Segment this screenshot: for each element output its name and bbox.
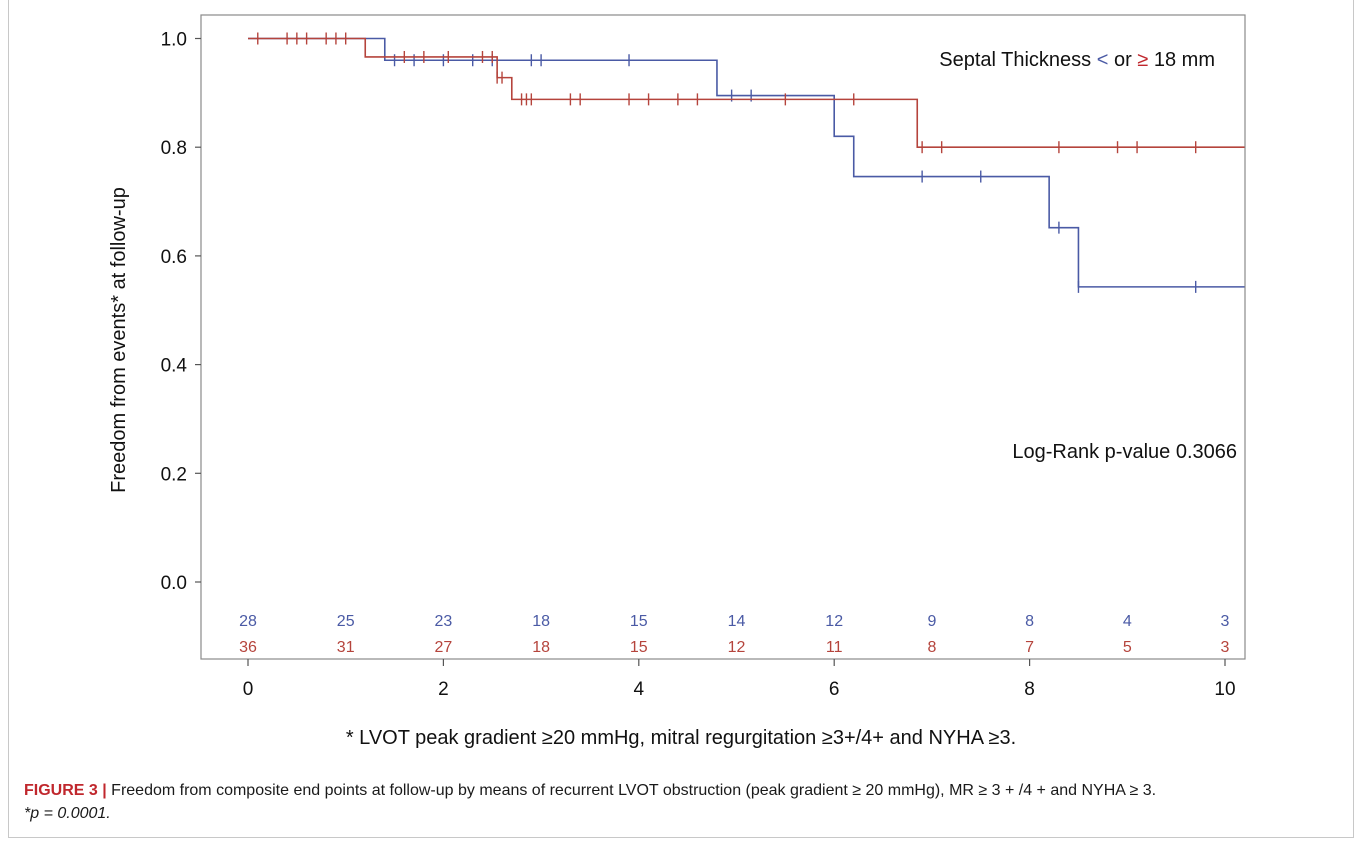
at-risk-count-series-1: 27 [435, 639, 453, 656]
legend-text-pre: Septal Thickness [939, 49, 1097, 71]
legend-text-mid: or [1108, 49, 1137, 71]
y-axis-label: Freedom from events* at follow-up [108, 187, 130, 493]
at-risk-count-series-0: 4 [1123, 613, 1132, 630]
y-tick-label: 0.6 [161, 247, 187, 268]
at-risk-count-series-0: 15 [630, 613, 648, 630]
at-risk-count-series-0: 9 [927, 613, 936, 630]
at-risk-count-series-1: 31 [337, 639, 355, 656]
at-risk-count-series-1: 8 [927, 639, 936, 656]
caption-p-note: *p = 0.0001. [24, 805, 111, 822]
y-tick-label: 0.4 [161, 356, 188, 377]
at-risk-count-series-1: 5 [1123, 639, 1132, 656]
x-tick-label: 0 [243, 679, 254, 700]
at-risk-count-series-0: 8 [1025, 613, 1034, 630]
x-tick-label: 6 [829, 679, 840, 700]
at-risk-count-series-0: 18 [532, 613, 550, 630]
y-tick-label: 1.0 [161, 30, 187, 51]
at-risk-count-series-0: 3 [1221, 613, 1230, 630]
x-tick-label: 10 [1214, 679, 1235, 700]
x-tick-label: 2 [438, 679, 449, 700]
x-tick-label: 8 [1024, 679, 1035, 700]
km-curve-series-1 [248, 37, 1245, 148]
at-risk-count-series-1: 12 [728, 639, 746, 656]
logrank-annotation: Log-Rank p-value 0.3066 [1012, 441, 1237, 463]
plot-area-frame [200, 14, 1246, 660]
at-risk-count-series-1: 11 [826, 639, 843, 656]
legend-symbol-less: < [1097, 49, 1109, 71]
caption-label: FIGURE 3 | [24, 782, 107, 799]
figure-footnote: * LVOT peak gradient ≥20 mmHg, mitral re… [345, 727, 1017, 749]
y-tick-label: 0.8 [161, 138, 187, 159]
legend-text-post: 18 mm [1148, 49, 1215, 71]
km-curve-series-0 [248, 37, 1245, 288]
at-risk-count-series-1: 3 [1221, 639, 1230, 656]
at-risk-count-series-0: 23 [435, 613, 453, 630]
legend-title: Septal Thickness < or ≥ 18 mm [939, 49, 1215, 71]
figure-caption: FIGURE 3 | Freedom from composite end po… [24, 779, 1344, 825]
at-risk-count-series-1: 7 [1025, 639, 1034, 656]
caption-text: Freedom from composite end points at fol… [106, 782, 1157, 799]
x-tick-label: 4 [634, 679, 645, 700]
figure-frame [8, 0, 1354, 838]
at-risk-count-series-0: 25 [337, 613, 355, 630]
at-risk-count-series-0: 14 [728, 613, 746, 630]
at-risk-count-series-1: 15 [630, 639, 648, 656]
at-risk-count-series-0: 28 [239, 613, 257, 630]
at-risk-count-series-1: 18 [532, 639, 550, 656]
y-tick-label: 0.2 [161, 464, 187, 485]
at-risk-count-series-0: 12 [825, 613, 843, 630]
y-tick-label: 0.0 [161, 573, 187, 594]
at-risk-count-series-1: 36 [239, 639, 257, 656]
legend-symbol-geq: ≥ [1137, 49, 1148, 71]
